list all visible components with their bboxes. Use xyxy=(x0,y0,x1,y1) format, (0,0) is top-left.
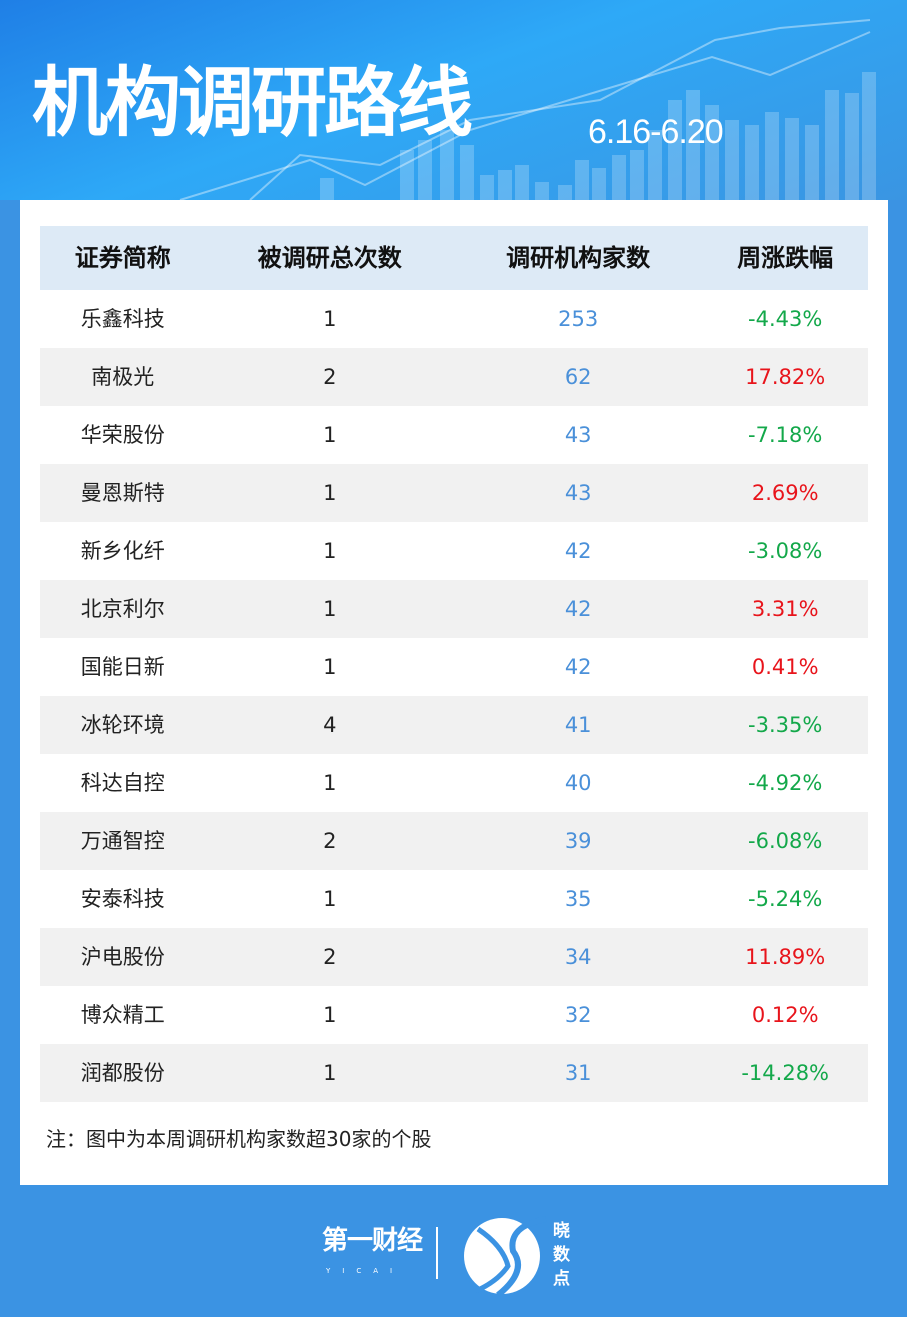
date-range: 6.16-6.20 xyxy=(588,113,724,151)
table-row: 华荣股份 1 43 -7.18% xyxy=(40,406,868,464)
org-count: 40 xyxy=(564,771,592,795)
yicai-logo-subtext: YICAI xyxy=(326,1267,405,1275)
weekly-change: -5.24% xyxy=(748,887,823,911)
table-row: 曼恩斯特 1 43 2.69% xyxy=(40,464,868,522)
weekly-change: 0.12% xyxy=(751,1003,819,1027)
stock-name: 北京利尔 xyxy=(40,580,206,638)
org-count: 32 xyxy=(564,1003,592,1027)
table-row: 科达自控 1 40 -4.92% xyxy=(40,754,868,812)
weekly-change: -3.08% xyxy=(748,539,823,563)
table-row: 万通智控 2 39 -6.08% xyxy=(40,812,868,870)
stock-name: 乐鑫科技 xyxy=(80,307,165,331)
org-count: 31 xyxy=(453,1044,703,1102)
logo-divider xyxy=(436,1227,438,1279)
research-times: 1 xyxy=(323,771,337,795)
stock-name: 万通智控 xyxy=(40,812,206,870)
research-times: 2 xyxy=(205,348,454,406)
stock-name: 国能日新 xyxy=(80,655,165,679)
footnote: 注：图中为本周调研机构家数超30家的个股 xyxy=(46,1127,432,1151)
org-count: 42 xyxy=(453,580,703,638)
table-row: 润都股份 1 31 -14.28% xyxy=(40,1044,868,1102)
research-times: 1 xyxy=(323,423,337,447)
table-row: 冰轮环境 4 41 -3.35% xyxy=(40,696,868,754)
stock-name: 曼恩斯特 xyxy=(40,464,206,522)
org-count: 43 xyxy=(564,423,592,447)
decorative-chart-graphic xyxy=(179,19,876,200)
xiaoshudian-logo-icon xyxy=(464,1216,547,1297)
org-count: 253 xyxy=(558,307,599,331)
org-count: 39 xyxy=(453,812,703,870)
weekly-change: -6.08% xyxy=(702,812,868,870)
table-row: 北京利尔 1 42 3.31% xyxy=(40,580,868,638)
weekly-change: 2.69% xyxy=(702,464,868,522)
weekly-change: -4.43% xyxy=(748,307,823,331)
research-times: 1 xyxy=(323,307,337,331)
research-times: 2 xyxy=(205,812,454,870)
table-row: 沪电股份 2 34 11.89% xyxy=(40,928,868,986)
stock-name: 南极光 xyxy=(40,348,206,406)
yicai-logo: 第一财经 xyxy=(322,1226,423,1256)
stock-name: 华荣股份 xyxy=(80,423,165,447)
research-times: 1 xyxy=(323,655,337,679)
stock-name: 沪电股份 xyxy=(40,928,206,986)
org-count: 42 xyxy=(564,539,592,563)
research-times: 1 xyxy=(323,1003,337,1027)
header-banner: 机构调研路线 6.16-6.20 xyxy=(0,0,907,200)
column-header-name: 证券简称 xyxy=(40,226,206,290)
stock-name: 新乡化纤 xyxy=(80,539,165,563)
weekly-change: 3.31% xyxy=(702,580,868,638)
table-row: 乐鑫科技 1 253 -4.43% xyxy=(40,290,868,348)
org-count: 41 xyxy=(453,696,703,754)
column-header-times: 被调研总次数 xyxy=(205,226,454,290)
table-row: 安泰科技 1 35 -5.24% xyxy=(40,870,868,928)
org-count: 62 xyxy=(453,348,703,406)
research-times: 1 xyxy=(205,464,454,522)
org-count: 35 xyxy=(564,887,592,911)
table-row: 新乡化纤 1 42 -3.08% xyxy=(40,522,868,580)
org-count: 34 xyxy=(453,928,703,986)
table-row: 博众精工 1 32 0.12% xyxy=(40,986,868,1044)
org-count: 42 xyxy=(564,655,592,679)
weekly-change: 0.41% xyxy=(751,655,819,679)
research-times: 1 xyxy=(205,580,454,638)
table-row: 南极光 2 62 17.82% xyxy=(40,348,868,406)
weekly-change: -14.28% xyxy=(702,1044,868,1102)
xiaoshudian-logo-text: 晓数点 xyxy=(553,1221,570,1289)
research-times: 4 xyxy=(205,696,454,754)
org-count: 43 xyxy=(453,464,703,522)
stock-name: 科达自控 xyxy=(80,771,165,795)
research-times: 1 xyxy=(323,539,337,563)
footer: 第一财经 YICAI 晓数点 xyxy=(0,1185,907,1317)
research-times: 1 xyxy=(205,1044,454,1102)
research-table: 证券简称 被调研总次数 调研机构家数 周涨跌幅 乐鑫科技 1 253 -4.43% 南极… xyxy=(40,226,868,1102)
table-header-row: 证券简称 被调研总次数 调研机构家数 周涨跌幅 xyxy=(40,226,868,290)
weekly-change: -7.18% xyxy=(748,423,823,447)
weekly-change: -4.92% xyxy=(748,771,823,795)
table-row: 国能日新 1 42 0.41% xyxy=(40,638,868,696)
stock-name: 润都股份 xyxy=(40,1044,206,1102)
research-times: 1 xyxy=(323,887,337,911)
weekly-change: 11.89% xyxy=(702,928,868,986)
research-times: 2 xyxy=(205,928,454,986)
column-header-change: 周涨跌幅 xyxy=(702,226,868,290)
stock-name: 冰轮环境 xyxy=(40,696,206,754)
weekly-change: 17.82% xyxy=(702,348,868,406)
weekly-change: -3.35% xyxy=(702,696,868,754)
column-header-orgs: 调研机构家数 xyxy=(453,226,703,290)
table-card: 证券简称 被调研总次数 调研机构家数 周涨跌幅 乐鑫科技 1 253 -4.43% 南极… xyxy=(20,200,888,1185)
stock-name: 安泰科技 xyxy=(80,887,165,911)
stock-name: 博众精工 xyxy=(80,1003,165,1027)
page-title: 机构调研路线 xyxy=(32,58,473,147)
